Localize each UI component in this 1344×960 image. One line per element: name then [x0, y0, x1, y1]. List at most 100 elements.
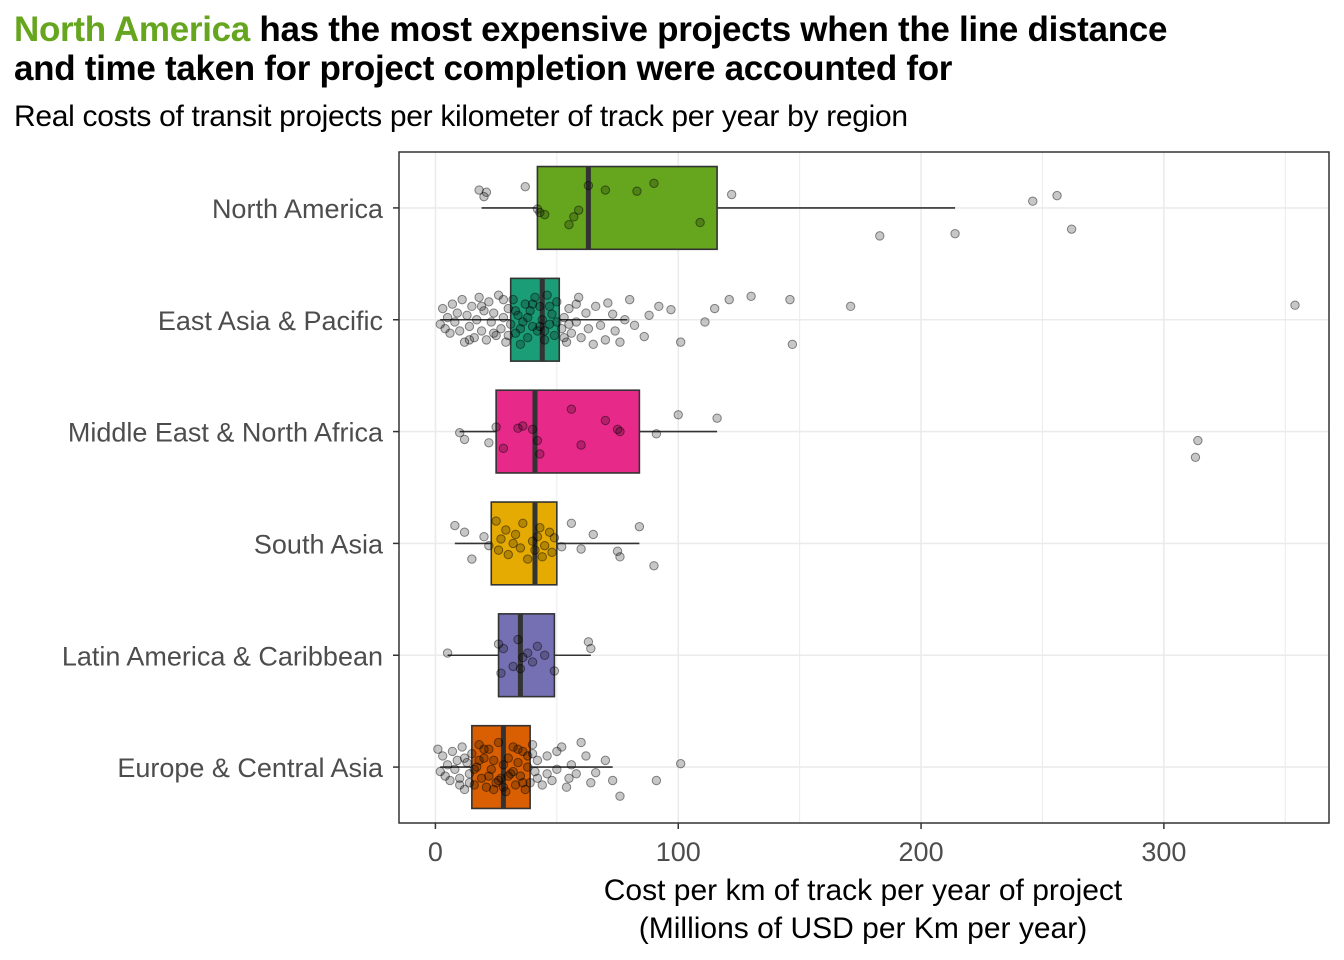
- data-point: [491, 330, 501, 341]
- data-point: [462, 310, 472, 320]
- data-point: [542, 290, 552, 300]
- data-point: [654, 301, 664, 312]
- data-point: [561, 782, 572, 792]
- data-point: [595, 320, 606, 331]
- data-point: [493, 775, 504, 786]
- data-point: [498, 443, 509, 454]
- data-point: [1052, 190, 1062, 201]
- data-point: [612, 546, 623, 556]
- data-point: [488, 328, 499, 338]
- data-point: [447, 746, 458, 757]
- data-point: [445, 328, 455, 338]
- data-layer: [433, 165, 1300, 810]
- data-point: [535, 523, 545, 533]
- data-point: [435, 319, 445, 329]
- data-point: [469, 780, 479, 790]
- data-point: [549, 666, 560, 676]
- data-point: [476, 773, 487, 783]
- data-point: [785, 294, 795, 305]
- data-point: [503, 753, 513, 763]
- data-point: [649, 178, 659, 189]
- x-tick-label: 200: [899, 837, 944, 867]
- data-point: [537, 780, 547, 790]
- data-point: [508, 766, 518, 777]
- data-point: [484, 438, 494, 448]
- data-point: [479, 532, 489, 542]
- data-point: [552, 746, 562, 757]
- data-point: [510, 306, 521, 316]
- data-point: [522, 554, 533, 564]
- data-point: [556, 542, 567, 552]
- data-point: [675, 759, 686, 769]
- box-group: [435, 277, 1300, 362]
- data-point: [535, 301, 545, 312]
- data-point: [508, 538, 518, 549]
- data-point: [549, 533, 560, 543]
- title-rest-line1: has the most expensive projects when the…: [249, 10, 1168, 49]
- data-point: [515, 771, 526, 781]
- data-point: [472, 315, 482, 325]
- data-point: [440, 323, 450, 334]
- data-point: [564, 303, 574, 314]
- data-point: [547, 309, 557, 319]
- data-point: [518, 317, 528, 327]
- data-point: [474, 292, 484, 303]
- data-point: [503, 771, 513, 781]
- data-point: [726, 189, 737, 200]
- data-point: [544, 527, 555, 537]
- box: [497, 613, 556, 698]
- data-point: [496, 773, 506, 783]
- data-point: [508, 661, 518, 672]
- data-point: [464, 769, 475, 779]
- data-point: [435, 766, 445, 777]
- data-point: [518, 746, 528, 757]
- data-point: [513, 634, 523, 645]
- data-point: [510, 780, 521, 790]
- data-point: [455, 780, 465, 790]
- data-point: [610, 326, 620, 336]
- data-point: [525, 306, 535, 316]
- data-point: [559, 312, 569, 323]
- data-point: [467, 301, 477, 312]
- data-point: [600, 335, 611, 345]
- data-point: [503, 303, 513, 314]
- data-point: [464, 335, 475, 345]
- data-point: [481, 335, 492, 345]
- data-point: [479, 744, 489, 754]
- data-point: [474, 185, 484, 195]
- data-point: [675, 337, 686, 347]
- data-point: [576, 544, 586, 554]
- data-point: [522, 312, 533, 323]
- data-point: [549, 330, 560, 341]
- data-point: [600, 185, 611, 195]
- data-point: [493, 737, 504, 748]
- box-group: [450, 501, 659, 586]
- data-point: [700, 317, 710, 327]
- data-point: [532, 435, 543, 446]
- data-point: [566, 404, 577, 414]
- x-axis-title-line1: Cost per km of track per year of project: [604, 874, 1123, 907]
- data-point: [459, 527, 470, 537]
- data-point: [581, 308, 591, 318]
- data-point: [535, 207, 545, 218]
- data-point: [486, 764, 496, 775]
- x-tick-label: 100: [656, 837, 701, 867]
- data-point: [476, 326, 487, 336]
- data-point: [452, 755, 462, 766]
- data-point: [498, 643, 509, 654]
- data-point: [566, 328, 577, 338]
- data-point: [513, 310, 523, 320]
- box: [495, 389, 641, 474]
- data-point: [583, 323, 594, 334]
- data-point: [544, 301, 555, 312]
- data-point: [576, 332, 586, 343]
- data-point: [522, 751, 533, 761]
- data-point: [515, 323, 526, 334]
- data-point: [503, 549, 513, 560]
- data-point: [479, 753, 489, 763]
- chart-title: North America has the most expensive pro…: [14, 10, 1334, 88]
- data-point: [518, 518, 528, 528]
- data-point: [438, 303, 448, 314]
- grid-lines: [399, 152, 1329, 823]
- data-point: [561, 337, 572, 347]
